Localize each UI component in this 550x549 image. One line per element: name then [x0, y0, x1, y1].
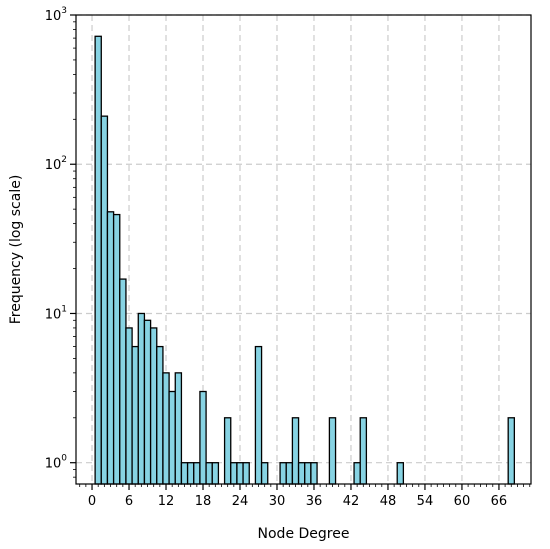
histogram-bar [310, 462, 318, 485]
histogram-bar [236, 462, 244, 485]
histogram-bar [180, 462, 189, 485]
histogram-bar [168, 390, 176, 485]
histogram-bar [304, 462, 312, 485]
x-tick-label: 12 [158, 494, 175, 509]
x-tick-label: 30 [269, 494, 286, 509]
plot-frame [75, 14, 532, 485]
histogram-bar [156, 345, 164, 485]
histogram-bar [254, 345, 263, 485]
x-tick-label: 24 [232, 494, 249, 509]
x-tick-label: 42 [343, 494, 360, 509]
histogram-bar [137, 312, 146, 485]
x-axis-ticks: 0 6 12 18 24 30 36 42 48 54 60 66 [79, 484, 531, 509]
y-tick-label: 101 [45, 304, 67, 322]
y-axis-label: Frequency (log scale) [8, 175, 24, 325]
x-tick-label: 18 [195, 494, 212, 509]
x-tick-label: 66 [491, 494, 508, 509]
histogram-bar [186, 462, 195, 485]
histogram-bar [94, 35, 102, 485]
histogram-bar [396, 462, 405, 485]
y-tick-label: 102 [45, 155, 67, 173]
x-tick-label: 36 [306, 494, 323, 509]
histogram-bar [260, 462, 269, 485]
histogram-bar [291, 417, 300, 485]
histogram-bar [193, 462, 201, 485]
histogram-bar [328, 417, 337, 485]
histogram-bar [174, 372, 183, 485]
histogram-bar [353, 462, 361, 485]
histogram-bar [112, 213, 121, 485]
histogram-bar [230, 462, 238, 485]
x-tick-label: 60 [454, 494, 471, 509]
histogram-bar [359, 417, 368, 485]
histogram-bar [106, 211, 115, 485]
y-axis-ticks: 100 101 102 103 [45, 6, 76, 478]
histogram-bar [223, 417, 232, 485]
histogram-bar [285, 462, 294, 485]
histogram-bar [119, 278, 127, 485]
histogram-bar [149, 327, 158, 485]
histogram-bars [94, 35, 516, 485]
x-tick-label: 0 [88, 494, 96, 509]
x-tick-label: 54 [417, 494, 434, 509]
y-tick-label: 103 [45, 6, 67, 24]
y-tick-label: 100 [45, 454, 68, 472]
histogram-bar [507, 417, 516, 485]
histogram-bar [199, 390, 207, 485]
histogram-bar [162, 372, 170, 485]
histogram-bar [100, 115, 109, 485]
histogram-bar [205, 462, 213, 485]
histogram-bar [131, 345, 139, 485]
histogram-bar [242, 462, 250, 485]
x-axis-label: Node Degree [258, 526, 350, 542]
x-tick-label: 48 [380, 494, 397, 509]
histogram-bar [125, 327, 133, 485]
histogram-bar [211, 462, 220, 485]
histogram-bar [297, 462, 306, 485]
histogram-bar [143, 319, 152, 485]
histogram-bar [279, 462, 287, 485]
x-tick-label: 6 [125, 494, 133, 509]
